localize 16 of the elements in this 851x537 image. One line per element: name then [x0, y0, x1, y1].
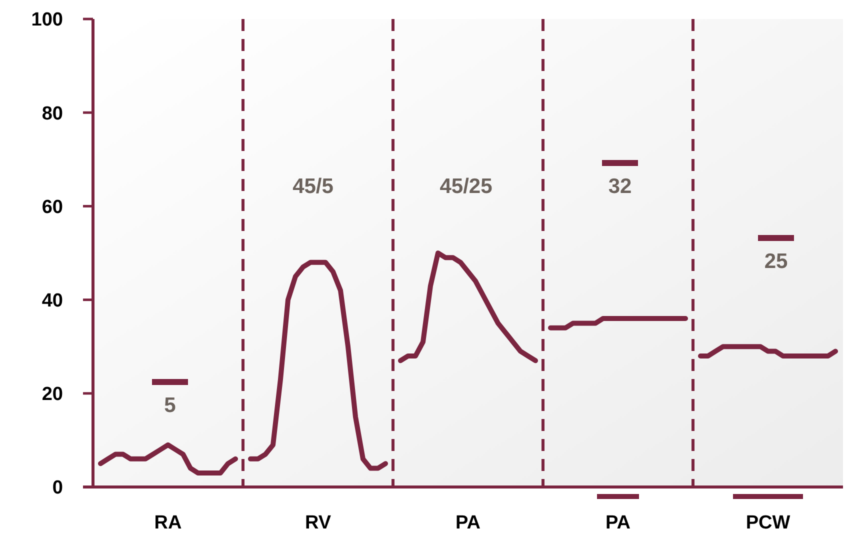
x-tick-label: PA	[456, 512, 481, 534]
x-tick-label: PCW	[746, 512, 790, 534]
annotation: 5	[164, 394, 176, 417]
y-tick-label: 60	[42, 196, 63, 218]
x-tick-label: RA	[154, 512, 182, 534]
annotation: 32	[608, 175, 632, 198]
annotation: 25	[764, 250, 788, 273]
y-tick-label: 100	[31, 10, 63, 31]
x-tick-label: PA	[606, 512, 631, 534]
x-tick-label: RV	[304, 512, 332, 534]
y-tick-label: 0	[52, 478, 63, 499]
y-tick-label: 80	[42, 103, 63, 124]
annotation: 45/5	[292, 175, 334, 198]
y-tick-label: 40	[42, 290, 63, 312]
annotation: 45/25	[440, 175, 493, 198]
y-tick-label: 20	[42, 384, 63, 406]
